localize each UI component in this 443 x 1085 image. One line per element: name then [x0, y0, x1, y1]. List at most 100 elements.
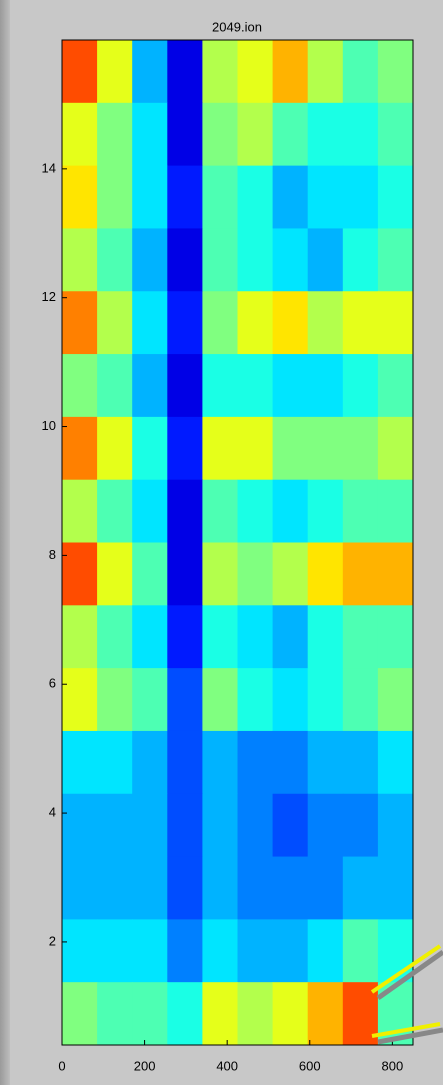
heatmap-cell: [377, 856, 414, 920]
heatmap-cell: [377, 40, 414, 104]
heatmap-cell: [202, 228, 238, 292]
heatmap-cell: [167, 542, 203, 606]
x-tick-label: 600: [299, 1058, 321, 1073]
heatmap-cell: [377, 919, 414, 983]
heatmap-cell: [342, 102, 379, 167]
heatmap-cell: [62, 856, 98, 920]
heatmap-cell: [377, 542, 414, 606]
heatmap-cell: [132, 416, 168, 481]
heatmap-cell: [62, 982, 98, 1046]
heatmap-cell: [237, 605, 274, 669]
heatmap-cell: [132, 354, 168, 418]
annotation-arrows: [370, 944, 443, 1045]
heatmap-cell: [167, 982, 203, 1046]
y-tick-label: 10: [42, 418, 56, 433]
heatmap-cell: [307, 730, 344, 795]
heatmap-cell: [272, 605, 309, 669]
heatmap-cell: [272, 165, 309, 229]
heatmap-cell: [307, 354, 344, 418]
heatmap-cell: [237, 542, 274, 606]
heatmap-cell: [307, 291, 344, 355]
heatmap-cell: [167, 605, 203, 669]
heatmap-cell: [272, 668, 309, 732]
heatmap-cell: [237, 919, 274, 983]
heatmap-cell: [167, 102, 203, 167]
heatmap-cell: [62, 668, 98, 732]
heatmap-cell: [97, 416, 133, 481]
heatmap-cell: [307, 982, 344, 1046]
heatmap-cell: [377, 228, 414, 292]
heatmap-cell: [202, 40, 238, 104]
heatmap-cell: [132, 228, 168, 292]
heatmap-cell: [202, 291, 238, 355]
heatmap-cell: [62, 793, 98, 858]
heatmap-cell: [97, 228, 133, 292]
x-tick-label: 200: [134, 1058, 156, 1073]
heatmap-cell: [202, 793, 238, 858]
heatmap-cell: [307, 919, 344, 983]
heatmap-cell: [342, 228, 379, 292]
heatmap-cell: [62, 102, 98, 167]
heatmap-cell: [342, 730, 379, 795]
heatmap-cell: [307, 542, 344, 606]
heatmap-cell: [272, 102, 309, 167]
heatmap-cell: [237, 982, 274, 1046]
heatmap-cell: [167, 793, 203, 858]
heatmap-cell: [342, 856, 379, 920]
heatmap-cell: [62, 354, 98, 418]
chart-title: 2049.ion: [212, 19, 262, 34]
heatmap-cell: [272, 982, 309, 1046]
heatmap-cell: [62, 416, 98, 481]
heatmap-cell: [377, 165, 414, 229]
heatmap-cell: [307, 605, 344, 669]
heatmap-cell: [237, 102, 274, 167]
y-tick-label: 14: [42, 160, 56, 175]
heatmap-cell: [62, 542, 98, 606]
heatmap-cell: [342, 40, 379, 104]
heatmap-cell: [62, 730, 98, 795]
heatmap-cell: [342, 165, 379, 229]
heatmap-cell: [377, 793, 414, 858]
heatmap-cell: [97, 730, 133, 795]
heatmap-cell: [237, 668, 274, 732]
axes: 0 200 400 600 800 2 4 6 8 10 12 14: [42, 39, 414, 1073]
y-tick-label: 8: [49, 547, 56, 562]
heatmap-cell: [342, 668, 379, 732]
heatmap-cell: [132, 668, 168, 732]
heatmap-cell: [237, 730, 274, 795]
y-tick-label: 2: [49, 933, 56, 948]
heatmap-cell: [307, 479, 344, 543]
heatmap-cell: [202, 730, 238, 795]
heatmap-cell: [132, 793, 168, 858]
heatmap-cell: [342, 354, 379, 418]
heatmap-cell: [167, 919, 203, 983]
heatmap-cell: [97, 354, 133, 418]
heatmap-cell: [97, 165, 133, 229]
heatmap-cell: [132, 542, 168, 606]
heatmap-cell: [377, 668, 414, 732]
heatmap-cell: [307, 668, 344, 732]
heatmap-cell: [202, 605, 238, 669]
heatmap-cell: [132, 165, 168, 229]
plot-frame: [61, 39, 414, 1046]
heatmap-cell: [97, 291, 133, 355]
heatmap-cell: [342, 919, 379, 983]
heatmap-cell: [237, 228, 274, 292]
heatmap-cell: [97, 605, 133, 669]
heatmap-cell: [272, 479, 309, 543]
heatmap-cell: [342, 542, 379, 606]
heatmap-cell: [97, 479, 133, 543]
heatmap-cell: [62, 40, 98, 104]
heatmap-cell: [62, 165, 98, 229]
heatmap-cell: [132, 479, 168, 543]
heatmap-cell: [377, 291, 414, 355]
heatmap-cell: [167, 668, 203, 732]
heatmap-cell: [167, 856, 203, 920]
heatmap-cell: [342, 605, 379, 669]
heatmap-cell: [97, 856, 133, 920]
heatmap-cell: [167, 416, 203, 481]
heatmap-cell: [342, 416, 379, 481]
heatmap-cell: [202, 919, 238, 983]
heatmap-cell: [237, 416, 274, 481]
heatmap-cell: [237, 165, 274, 229]
